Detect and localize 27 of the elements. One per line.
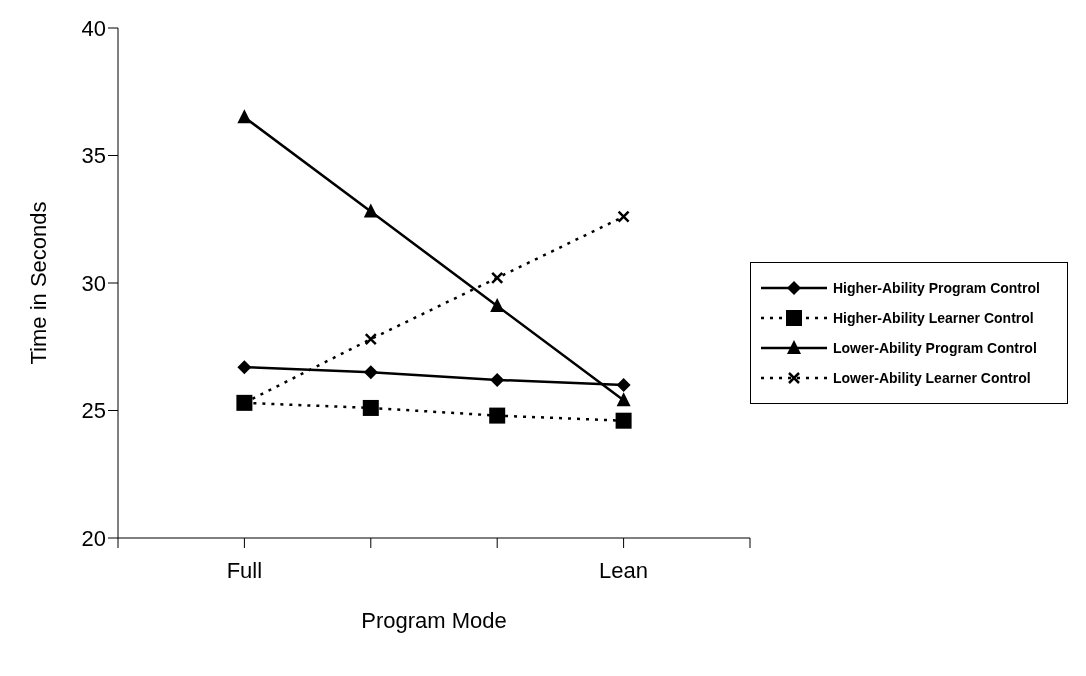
point [617, 210, 630, 223]
y-tick-label: 35 [81, 143, 106, 169]
x-tick-label: Full [226, 557, 263, 583]
point [362, 399, 379, 416]
y-axis-title: Time in Seconds [25, 201, 51, 365]
legend-label: Higher-Ability Learner Control [833, 309, 1034, 328]
point [490, 372, 505, 387]
point [490, 271, 504, 285]
legend-label: Lower-Ability Learner Control [833, 369, 1031, 388]
point [237, 109, 252, 124]
legend-label: Higher-Ability Program Control [833, 279, 1040, 298]
x-axis-title: Program Mode [361, 608, 507, 633]
legend-label: Lower-Ability Program Control [833, 339, 1037, 358]
point [616, 392, 631, 407]
point [237, 360, 252, 375]
point [364, 332, 378, 346]
point [615, 412, 632, 429]
y-tick-label: 40 [81, 15, 106, 41]
y-tick-label: 30 [81, 270, 106, 296]
point [616, 378, 631, 392]
point [490, 297, 505, 312]
y-tick-label: 20 [81, 525, 106, 551]
y-tick-label: 25 [81, 398, 106, 424]
point [489, 407, 506, 424]
point [363, 203, 378, 218]
point [363, 365, 378, 380]
x-tick-label: Lean [599, 557, 649, 583]
